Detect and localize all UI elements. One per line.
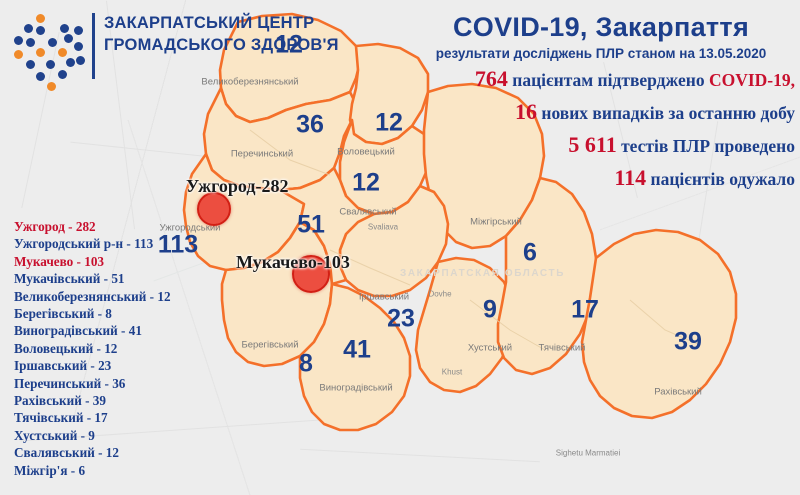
district-case-count: 12 [375,108,403,137]
legend-item[interactable]: Рахівський - 39 [14,393,106,409]
district-case-count: 8 [299,349,313,378]
district-mukachivskyi [278,166,376,286]
legend-item[interactable]: Виноградівський - 41 [14,323,142,339]
city-marker-dot[interactable] [292,255,330,293]
legend-item[interactable]: Берегівський - 8 [14,306,112,322]
city-label: Мукачево-103 [236,252,350,272]
district-case-count: 12 [275,30,303,59]
page-subtitle: результати досліджень ПЛР станом на 13.0… [435,46,767,61]
stat-tests-number: 5 611 [568,132,617,157]
brand-name: ЗАКАРПАТСЬКИЙ ЦЕНТР ГРОМАДСЬКОГО ЗДОРОВ'… [104,14,339,54]
stat-recovered-text: пацієнтів одужало [650,169,796,189]
district-khustskyi [414,256,516,394]
stat-confirmed-number: 764 [474,66,508,91]
stat-tests: 5 611 тестів ПЛР проведено [395,132,795,158]
district-legend: Ужгород - 282 Ужгородський р-н - 113 Мукач… [14,218,214,479]
district-rakhivskyi [580,228,738,420]
district-case-count: 36 [296,110,324,139]
district-vynohradivskyi [298,282,412,432]
legend-item[interactable]: Мукачево - 103 [14,253,105,269]
page-title: COVID-19, Закарпаття [452,12,749,42]
legend-item[interactable]: Перечинський - 36 [14,375,126,391]
legend-item[interactable]: Великоберезнянський - 12 [14,288,171,304]
dots-x-logo-icon [14,12,86,91]
stat-new-cases: 16 нових випадків за останню добу [395,99,795,125]
district-case-count: 113 [157,230,199,259]
map-watermark: ЗАКАРПАТСКАЯ ОБЛАСТЬ [400,268,565,279]
district-case-count: 6 [523,238,537,267]
stat-confirmed-text: пацієнтам підтверджено [512,70,709,90]
city-marker-dot[interactable] [197,192,231,226]
legend-item[interactable]: Воловецький - 12 [14,340,118,356]
logo-divider [92,13,95,79]
district-case-count: 23 [387,304,415,333]
district-case-count: 51 [297,210,325,239]
legend-item[interactable]: Тячівський - 17 [14,410,108,426]
legend-item[interactable]: Хустський - 9 [14,427,95,443]
legend-item[interactable]: Ужгородський р-н - 113 [14,236,154,252]
city-label: Ужгород-282 [186,176,289,196]
district-case-count: 41 [343,335,371,364]
legend-item[interactable]: Іршавський - 23 [14,358,112,374]
stat-new-cases-number: 16 [514,99,537,124]
legend-item[interactable]: Міжгір'я - 6 [14,462,86,478]
district-case-count: 12 [352,168,380,197]
district-case-count: 9 [483,295,497,324]
stat-tests-text: тестів ПЛР проведено [621,136,795,156]
stat-new-cases-text: нових випадків за останню добу [541,103,795,123]
legend-item[interactable]: Мукачівський - 51 [14,271,125,287]
district-case-count: 17 [571,295,599,324]
stat-recovered-number: 114 [614,165,647,190]
stat-confirmed-tail: COVID-19, [708,70,795,90]
legend-item[interactable]: Свалявський - 12 [14,445,119,461]
statistics-block: 764 пацієнтам підтверджено COVID-19, 16 … [395,66,795,198]
stat-recovered: 114 пацієнтів одужало [395,165,795,191]
stat-confirmed: 764 пацієнтам підтверджено COVID-19, [395,66,795,92]
legend-item[interactable]: Ужгород - 282 [14,219,96,234]
district-case-count: 39 [674,327,702,356]
